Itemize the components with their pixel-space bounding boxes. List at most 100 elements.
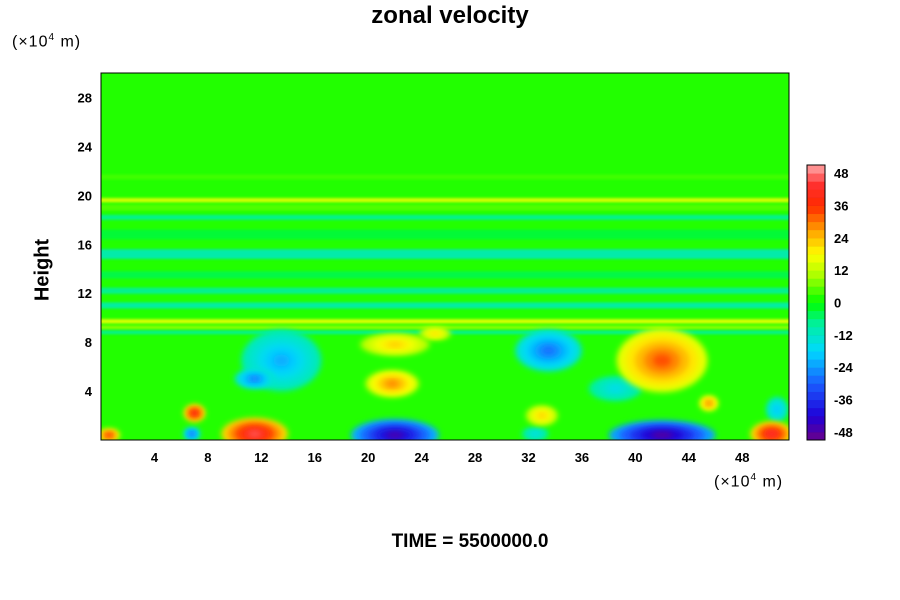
- velocity-cell: [273, 354, 290, 367]
- time-label: TIME = 5500000.0: [391, 531, 549, 552]
- colorbar-swatch: [807, 189, 825, 198]
- colorbar-frame: [806, 164, 826, 441]
- x-tick-label: 28: [468, 450, 482, 465]
- x-tick-label: 36: [575, 450, 589, 465]
- colorbar-swatch: [807, 375, 825, 384]
- colorbar-swatch: [807, 262, 825, 271]
- colorbar-tick-label: 48: [834, 166, 848, 181]
- colorbar-swatch: [807, 221, 825, 231]
- x-tick-label: 8: [204, 450, 211, 465]
- y-tick-label: 20: [78, 188, 92, 203]
- contour-band: [101, 271, 789, 279]
- colorbar-swatch: [807, 367, 825, 376]
- x-tick-labels: 4 8 12 16 20 24 28 32 36 40 44 48: [151, 450, 750, 465]
- colorbar-tick-label: 12: [834, 263, 848, 278]
- velocity-cell: [532, 432, 538, 436]
- colorbar-swatch: [807, 229, 825, 239]
- x-tick-label: 44: [682, 450, 697, 465]
- velocity-cell: [106, 433, 112, 437]
- colorbar-tick-label: -24: [834, 360, 854, 375]
- velocity-cell: [609, 386, 621, 392]
- y-tick-label: 8: [85, 335, 92, 350]
- colorbar-tick-label: 24: [834, 231, 849, 246]
- colorbar-tick-label: -12: [834, 328, 853, 343]
- x-tick-label: 32: [521, 450, 535, 465]
- contour-band: [101, 174, 789, 180]
- velocity-cell: [190, 432, 194, 436]
- y-tick-label: 24: [78, 139, 93, 154]
- colorbar-tick-label: 0: [834, 296, 841, 311]
- velocity-cell: [386, 381, 398, 387]
- velocity-cell: [767, 431, 776, 437]
- colorbar-swatch: [807, 197, 825, 206]
- colorbar-swatch: [807, 391, 825, 401]
- colorbar-swatch: [807, 294, 825, 303]
- colorbar-swatch: [807, 270, 825, 279]
- contour-band: [101, 302, 789, 309]
- colorbar-swatch: [807, 326, 825, 336]
- colorbar-swatch: [807, 237, 825, 247]
- velocity-cell: [706, 401, 711, 405]
- velocity-cell: [250, 376, 259, 381]
- y-tick-label: 12: [78, 286, 92, 301]
- colorbar: 48 36 24 12 0 -12 -24 -36 -48: [806, 164, 854, 441]
- colorbar-tick-label: -36: [834, 393, 853, 408]
- colorbar-swatch: [807, 318, 825, 328]
- velocity-cell: [538, 413, 546, 418]
- velocity-cell: [387, 342, 402, 347]
- y-tick-label: 16: [78, 237, 92, 252]
- x-tick-label: 40: [628, 450, 642, 465]
- colorbar-swatch: [807, 181, 825, 190]
- contour-plot: [100, 72, 790, 441]
- colorbar-swatch: [807, 351, 825, 360]
- colorbar-swatch: [807, 407, 825, 417]
- plot-frame: [100, 72, 790, 441]
- contour-band: [101, 204, 789, 211]
- colorbar-tick-label: 36: [834, 198, 848, 213]
- colorbar-swatch: [807, 302, 825, 312]
- colorbar-swatch: [807, 205, 825, 215]
- velocity-cell: [774, 406, 780, 412]
- y-tick-label: 4: [85, 384, 93, 399]
- velocity-cell: [651, 432, 673, 439]
- contour-band: [101, 287, 789, 294]
- x-tick-label: 12: [254, 450, 268, 465]
- contour-band: [101, 325, 789, 330]
- x-tick-label: 48: [735, 450, 749, 465]
- colorbar-swatch: [807, 431, 825, 441]
- velocity-cell: [192, 411, 197, 415]
- colorbar-swatch: [807, 213, 825, 223]
- colorbar-swatch: [807, 423, 825, 433]
- contour-band: [101, 229, 789, 240]
- contour-band: [101, 249, 789, 259]
- contour-band: [101, 198, 789, 203]
- colorbar-swatch: [807, 334, 825, 344]
- colorbar-swatch: [807, 253, 825, 263]
- colorbar-swatch: [807, 342, 825, 352]
- contour-band: [101, 214, 789, 220]
- velocity-cell: [431, 332, 439, 335]
- y-tick-label: 28: [78, 90, 92, 105]
- velocity-cell: [247, 430, 262, 438]
- colorbar-swatch: [807, 415, 825, 425]
- colorbar-swatch: [807, 165, 825, 174]
- colorbar-swatch: [807, 359, 825, 368]
- y-axis-label: Height: [31, 238, 54, 302]
- x-tick-label: 20: [361, 450, 375, 465]
- x-tick-label: 16: [308, 450, 322, 465]
- colorbar-swatch: [807, 310, 825, 320]
- colorbar-swatch: [807, 173, 825, 182]
- chart-title: zonal velocity: [371, 2, 529, 29]
- colorbar-swatch: [807, 245, 825, 255]
- x-axis-unit: (×104 m): [714, 472, 784, 491]
- colorbar-swatch: [807, 286, 825, 295]
- velocity-cell: [653, 354, 672, 367]
- colorbar-swatch: [807, 383, 825, 392]
- velocity-cell: [541, 346, 556, 355]
- colorbar-swatch: [807, 278, 825, 287]
- colorbar-swatch: [807, 399, 825, 409]
- velocity-cell: [386, 431, 404, 439]
- x-tick-label: 24: [414, 450, 429, 465]
- y-tick-labels: 4 8 12 16 20 24 28: [78, 90, 93, 399]
